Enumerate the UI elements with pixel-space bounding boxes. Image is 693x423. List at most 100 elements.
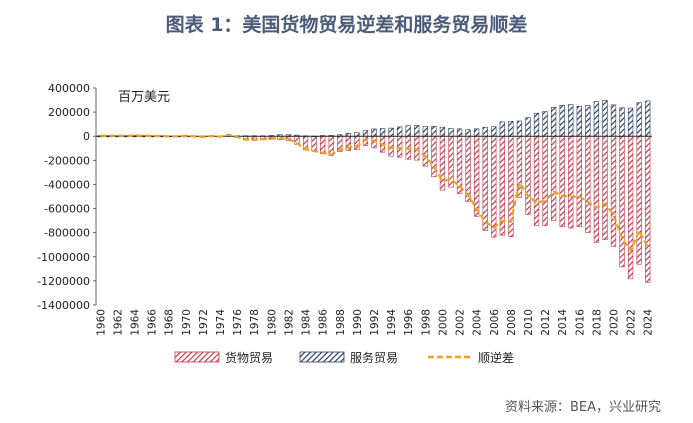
goods-bar (456, 135, 463, 194)
x-tick-label: 1972 (198, 309, 210, 336)
y-tick-label: -600000 (44, 203, 90, 216)
services-bars (97, 99, 651, 138)
goods-bar (559, 135, 565, 227)
services-bar (456, 128, 463, 137)
services-bar (362, 130, 369, 137)
goods-bar (422, 135, 428, 167)
services-bar (542, 111, 548, 137)
services-bar (405, 125, 411, 137)
services-bar (371, 128, 377, 137)
goods-bar (542, 135, 548, 226)
y-tick-label: -1000000 (37, 251, 90, 264)
services-bar (439, 126, 446, 137)
services-bar (499, 121, 505, 137)
x-tick-label: 1966 (147, 309, 159, 336)
x-tick-label: 2014 (557, 309, 569, 336)
services-bar (636, 102, 642, 137)
x-tick-label: 1964 (129, 309, 141, 336)
legend-services-label: 服务贸易 (350, 350, 398, 365)
y-tick-label: -1400000 (37, 299, 90, 312)
x-tick-label: 2016 (574, 309, 586, 336)
unit-label: 百万美元 (118, 90, 171, 105)
services-bar (533, 112, 540, 137)
services-bar (508, 120, 514, 137)
x-tick-label: 2024 (643, 309, 655, 336)
services-bar (593, 101, 600, 137)
legend-goods-label: 货物贸易 (225, 350, 273, 365)
balance-line-path (100, 133, 649, 254)
legend-goods-swatch (174, 351, 220, 363)
x-tick-label: 1962 (112, 309, 124, 336)
x-tick-label: 1974 (215, 309, 227, 336)
services-bar (645, 100, 651, 137)
x-axis: 1960 1962 1964 1966 1968 1970 1972 1974 1976 1978… (95, 309, 654, 336)
services-bar (576, 105, 582, 137)
y-tick-label: 400000 (48, 82, 90, 95)
x-tick-label: 1968 (164, 309, 176, 336)
chart-title: 图表 1：美国货物贸易逆差和服务贸易顺差 (165, 14, 528, 36)
x-tick-label: 1994 (386, 309, 398, 336)
x-tick-label: 1970 (181, 309, 193, 336)
x-tick-label: 2020 (609, 309, 621, 336)
services-bar (422, 126, 428, 137)
x-tick-label: 1998 (420, 309, 432, 336)
balance-line (100, 133, 649, 254)
x-tick-label: 1996 (403, 309, 415, 336)
goods-bar (491, 135, 497, 238)
y-tick-label: 0 (83, 130, 90, 143)
services-bar (559, 104, 565, 137)
services-bar (602, 99, 608, 137)
x-tick-label: 2004 (472, 309, 484, 336)
x-tick-label: 1976 (232, 309, 244, 336)
x-tick-label: 1992 (369, 309, 381, 336)
x-tick-label: 1990 (352, 309, 364, 336)
y-tick-label: -400000 (44, 178, 90, 191)
goods-bar (354, 135, 360, 150)
goods-bar (525, 135, 531, 215)
x-tick-label: 1980 (266, 309, 278, 336)
x-tick-label: 1982 (283, 309, 295, 336)
services-bar (627, 107, 634, 137)
services-bar (473, 128, 480, 137)
x-tick-label: 2010 (523, 309, 535, 336)
services-bar (482, 126, 488, 137)
services-bar (465, 129, 471, 137)
services-bar (610, 104, 617, 137)
services-bar (379, 128, 386, 137)
goods-bars (97, 134, 651, 283)
x-tick-label: 2000 (437, 309, 449, 336)
goods-bar (439, 135, 446, 191)
services-bar (568, 104, 574, 137)
goods-bar (473, 135, 480, 217)
goods-bar (610, 135, 617, 247)
services-bar (585, 105, 591, 137)
y-tick-label: -200000 (44, 154, 90, 167)
goods-bar (627, 135, 634, 280)
services-bar (414, 125, 420, 137)
legend-balance-label: 顺逆差 (478, 350, 514, 365)
services-bar (431, 125, 437, 137)
x-tick-label: 2022 (626, 309, 638, 336)
goods-bar (585, 135, 591, 233)
legend: 货物贸易 服务贸易 顺逆差 (174, 350, 514, 365)
legend-services-swatch (299, 351, 345, 363)
services-bar (550, 106, 557, 137)
services-bar (491, 126, 497, 137)
services-bar (516, 120, 523, 137)
x-tick-label: 1984 (301, 309, 313, 336)
services-bar (448, 128, 454, 137)
y-axis: 400000 200000 0 -200000 -400000 -600000 -80000… (37, 82, 97, 312)
services-bar (354, 132, 360, 137)
x-tick-label: 2002 (455, 309, 467, 336)
y-tick-label: 200000 (48, 106, 90, 119)
services-bar (388, 127, 394, 137)
x-tick-label: 1978 (249, 309, 261, 336)
services-bar (525, 117, 531, 137)
x-tick-label: 1960 (95, 309, 107, 336)
goods-bar (550, 135, 557, 221)
x-tick-label: 2006 (489, 309, 501, 336)
goods-bar (533, 135, 540, 226)
goods-bar (311, 135, 317, 152)
goods-bar (576, 135, 582, 227)
